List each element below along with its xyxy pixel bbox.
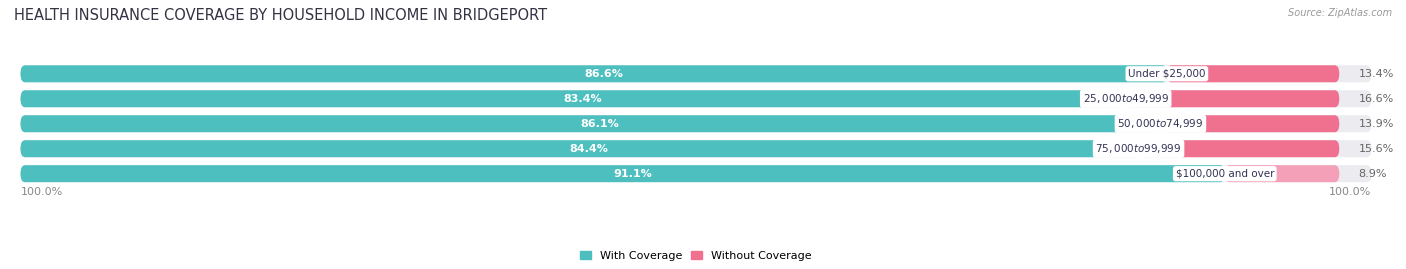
FancyBboxPatch shape	[21, 65, 1371, 82]
FancyBboxPatch shape	[21, 90, 1371, 107]
Text: HEALTH INSURANCE COVERAGE BY HOUSEHOLD INCOME IN BRIDGEPORT: HEALTH INSURANCE COVERAGE BY HOUSEHOLD I…	[14, 8, 547, 23]
Text: 83.4%: 83.4%	[564, 94, 602, 104]
Text: $100,000 and over: $100,000 and over	[1175, 169, 1274, 179]
Text: 8.9%: 8.9%	[1358, 169, 1388, 179]
Text: 84.4%: 84.4%	[569, 144, 609, 154]
Text: $50,000 to $74,999: $50,000 to $74,999	[1118, 117, 1204, 130]
FancyBboxPatch shape	[21, 115, 1371, 132]
Text: $75,000 to $99,999: $75,000 to $99,999	[1095, 142, 1181, 155]
Text: 15.6%: 15.6%	[1358, 144, 1393, 154]
Legend: With Coverage, Without Coverage: With Coverage, Without Coverage	[575, 246, 817, 265]
FancyBboxPatch shape	[21, 165, 1371, 182]
FancyBboxPatch shape	[1167, 65, 1340, 82]
Text: Under $25,000: Under $25,000	[1128, 69, 1205, 79]
FancyBboxPatch shape	[1126, 90, 1340, 107]
FancyBboxPatch shape	[1160, 115, 1340, 132]
Text: Source: ZipAtlas.com: Source: ZipAtlas.com	[1288, 8, 1392, 18]
FancyBboxPatch shape	[1139, 140, 1340, 157]
FancyBboxPatch shape	[21, 140, 1371, 157]
Text: 13.4%: 13.4%	[1358, 69, 1393, 79]
Text: 13.9%: 13.9%	[1358, 119, 1393, 129]
FancyBboxPatch shape	[21, 140, 1139, 157]
Text: 100.0%: 100.0%	[1329, 187, 1371, 197]
FancyBboxPatch shape	[21, 165, 1225, 182]
FancyBboxPatch shape	[21, 115, 1160, 132]
Text: 86.1%: 86.1%	[581, 119, 620, 129]
Text: 91.1%: 91.1%	[613, 169, 651, 179]
FancyBboxPatch shape	[1225, 165, 1340, 182]
Text: 100.0%: 100.0%	[21, 187, 63, 197]
Text: 16.6%: 16.6%	[1358, 94, 1393, 104]
FancyBboxPatch shape	[21, 65, 1167, 82]
Text: $25,000 to $49,999: $25,000 to $49,999	[1083, 92, 1168, 105]
Text: 86.6%: 86.6%	[583, 69, 623, 79]
FancyBboxPatch shape	[21, 90, 1126, 107]
